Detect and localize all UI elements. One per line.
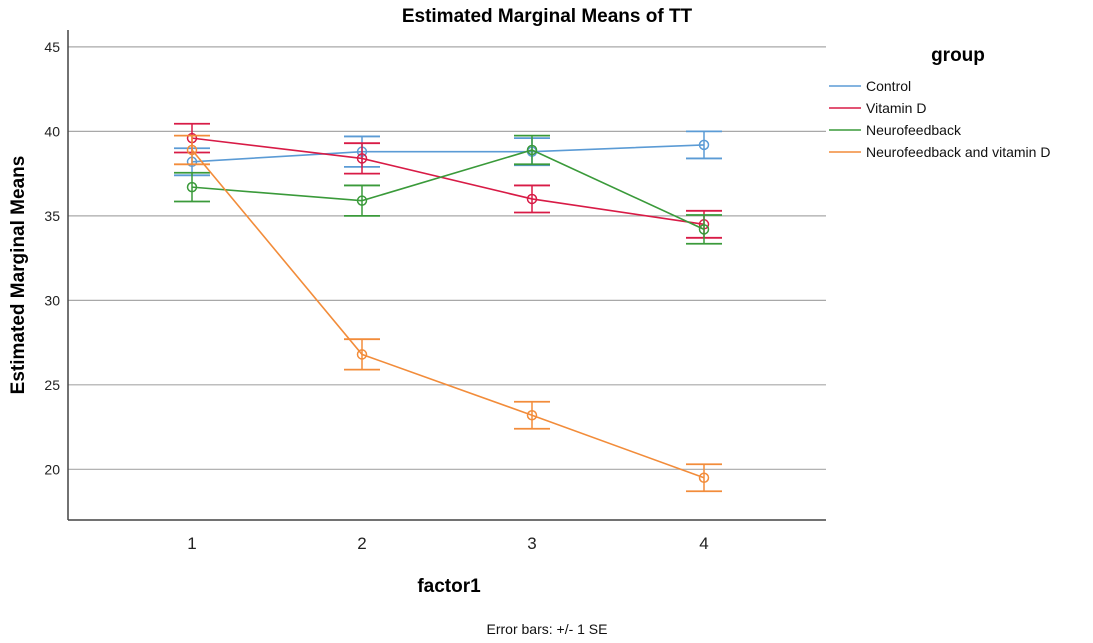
y-tick-label: 35 [44, 208, 60, 224]
series-group [174, 122, 722, 493]
legend: Control Vitamin D Neurofeedback Neurofeedba… [829, 78, 1050, 160]
x-tick-label: 3 [527, 534, 536, 553]
series-line [191, 137, 705, 226]
series-neurofeedback [174, 134, 722, 245]
legend-label: Neurofeedback [866, 122, 962, 138]
x-tick-label: 2 [357, 534, 366, 553]
series-neurofeedback-and-vitamin-d [174, 134, 722, 493]
series-line [191, 144, 705, 163]
data-point [186, 144, 198, 156]
series-vitamin-d [174, 122, 722, 239]
x-ticks: 1 2 3 4 [187, 534, 708, 553]
legend-label: Control [866, 78, 911, 94]
series-line [191, 149, 705, 479]
legend-label: Vitamin D [866, 100, 926, 116]
data-point [356, 153, 368, 164]
y-tick-label: 20 [44, 461, 60, 477]
data-point [698, 139, 710, 151]
data-point [356, 349, 368, 360]
legend-label: Neurofeedback and vitamin D [866, 144, 1050, 160]
x-axis-title: factor1 [417, 576, 481, 597]
legend-title: group [931, 45, 985, 66]
y-ticks: 20 25 30 35 40 45 [44, 39, 60, 477]
data-point [698, 224, 710, 235]
data-point [356, 195, 368, 206]
grid [68, 46, 826, 470]
y-tick-label: 25 [44, 377, 60, 393]
error-bar-footnote: Error bars: +/- 1 SE [487, 621, 608, 637]
chart-title: Estimated Marginal Means of TT [402, 6, 693, 27]
data-point [526, 144, 538, 156]
x-tick-label: 1 [187, 534, 196, 553]
y-tick-label: 30 [44, 292, 60, 308]
y-axis-title: Estimated Marginal Means [8, 156, 29, 395]
data-point [526, 409, 538, 421]
data-point [526, 193, 538, 205]
data-point [186, 181, 198, 193]
data-point [698, 472, 710, 484]
series-control [174, 130, 722, 177]
series-line [191, 149, 705, 231]
x-tick-label: 4 [699, 534, 708, 553]
y-tick-label: 40 [44, 123, 60, 139]
axes [67, 30, 826, 521]
y-tick-label: 45 [44, 39, 60, 55]
